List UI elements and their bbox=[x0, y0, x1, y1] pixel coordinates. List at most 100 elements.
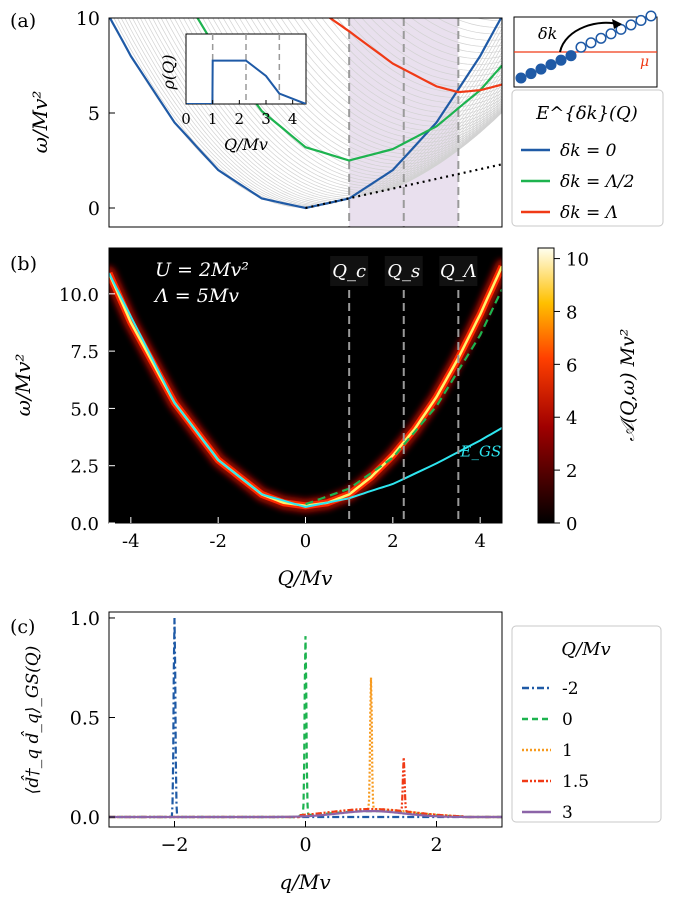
legend-label: δk = Λ/2 bbox=[560, 172, 634, 192]
ytick-label: 0.0 bbox=[70, 514, 99, 535]
ytick-label: 0.0 bbox=[70, 807, 100, 829]
occupied-state-dot bbox=[535, 63, 547, 75]
panel-b: -4 -2 0 2 4 0.0 2.5 5.0 7.5 10.0 Q/Mv ω/Mv² U = … bbox=[11, 247, 639, 590]
continuum-line bbox=[120, 18, 502, 208]
legend-frame bbox=[511, 89, 664, 227]
occupied-state-dot bbox=[515, 72, 527, 84]
panel-b-ylabel: ω/Mv² bbox=[11, 354, 35, 417]
occupied-state-dot bbox=[545, 59, 557, 71]
continuum-line bbox=[399, 18, 502, 53]
panel-c-series bbox=[109, 617, 502, 819]
continuum-line bbox=[207, 18, 502, 177]
inset-xtick-label: 4 bbox=[288, 110, 298, 128]
ytick-label: 1.0 bbox=[70, 608, 100, 630]
schematic-dk-label: δk bbox=[538, 24, 557, 43]
continuum-line bbox=[321, 18, 502, 103]
empty-state-dot bbox=[645, 10, 657, 22]
inset-xlabel: Q/Mv bbox=[224, 135, 268, 154]
continuum-line bbox=[370, 18, 502, 71]
legend-title: E^{δk}(Q) bbox=[535, 103, 638, 124]
inset-xtick-label: 2 bbox=[235, 110, 245, 128]
continuum-line bbox=[222, 18, 502, 168]
colorbar-ticks: 0 2 4 6 8 10 bbox=[554, 250, 589, 535]
ytick-label: 5 bbox=[88, 103, 100, 125]
legend-items: -2 0 1 1.5 3 bbox=[522, 679, 589, 823]
empty-state-dot bbox=[585, 37, 597, 49]
panel-c-xticks: −2 0 2 bbox=[160, 821, 443, 856]
colorbar-tick-label: 8 bbox=[566, 302, 577, 323]
colorbar-tick-label: 6 bbox=[566, 355, 577, 376]
continuum-line bbox=[217, 18, 502, 171]
ytick-label: 0 bbox=[88, 198, 100, 220]
legend-label: 1.5 bbox=[562, 772, 589, 792]
occupied-state-dot bbox=[565, 50, 577, 62]
inset-xtick-label: 3 bbox=[261, 110, 271, 128]
panel-label-c: (c) bbox=[10, 616, 35, 638]
panel-c-legend: Q/Mv -2 0 1 1.5 3 bbox=[511, 625, 662, 823]
xtick-label: 0 bbox=[300, 531, 311, 552]
continuum-line bbox=[307, 18, 502, 113]
continuum-line bbox=[410, 18, 502, 47]
annotation-lambda: Λ = 5Mv bbox=[153, 285, 239, 307]
continuum-line bbox=[329, 18, 502, 98]
legend-label: δk = 0 bbox=[560, 141, 617, 161]
colorbar-tick-label: 2 bbox=[566, 461, 577, 482]
panel-b-xlabel: Q/Mv bbox=[278, 566, 334, 590]
continuum-line bbox=[192, 18, 502, 185]
annotation-u: U = 2Mv² bbox=[155, 259, 249, 281]
continuum-line bbox=[336, 18, 502, 93]
colorbar-tick-label: 4 bbox=[566, 408, 577, 429]
continuum-line bbox=[228, 18, 502, 165]
vline-label: Q_c bbox=[332, 261, 366, 282]
inset-density-line bbox=[186, 59, 306, 104]
continuum-line bbox=[239, 18, 502, 158]
ytick-label: 7.5 bbox=[70, 342, 99, 363]
occupied-state-dot bbox=[555, 54, 567, 66]
vline-label: Q_Λ bbox=[440, 261, 477, 282]
continuum-line bbox=[197, 18, 502, 182]
dashed-green-curve bbox=[305, 288, 502, 506]
panel-c-xlabel: q/Mv bbox=[279, 870, 331, 894]
ytick-label: 10 bbox=[76, 8, 100, 30]
panel-a-vlines bbox=[348, 18, 460, 227]
continuum-line bbox=[202, 18, 502, 180]
legend-label: 3 bbox=[562, 803, 573, 823]
ytick-label: 10.0 bbox=[59, 285, 99, 306]
legend-label: 1 bbox=[562, 741, 573, 761]
panel-a-legend: E^{δk}(Q) δk = 0 δk = Λ/2 δk = Λ bbox=[511, 89, 664, 227]
continuum-line bbox=[300, 18, 502, 118]
xtick-label: -2 bbox=[209, 531, 227, 552]
vline-label-bg bbox=[384, 256, 423, 286]
panel-a-ylabel: ω/Mv² bbox=[28, 91, 52, 154]
legend-frame bbox=[511, 625, 662, 823]
schematic-mu-label: μ bbox=[640, 54, 649, 70]
xtick-label: -4 bbox=[122, 531, 140, 552]
panel-b-yticks: 0.0 2.5 5.0 7.5 10.0 bbox=[59, 285, 115, 535]
continuum-line bbox=[124, 18, 502, 208]
inset-xtick-label: 1 bbox=[208, 110, 218, 128]
colorbar-tick-label: 0 bbox=[566, 514, 577, 535]
xtick-label: −2 bbox=[160, 834, 188, 856]
vline-label: Q_s bbox=[387, 261, 420, 282]
panel-c-ylabel: ⟨d̂†_q d̂_q⟩_GS(Q) bbox=[21, 646, 43, 795]
ground-state-label: E_GS bbox=[460, 443, 502, 461]
legend-label: -2 bbox=[562, 679, 579, 699]
vline-label-bg bbox=[330, 256, 369, 286]
arrow-head-icon bbox=[612, 19, 622, 29]
panel-c-yticks: 0.0 0.5 1.0 bbox=[70, 608, 115, 829]
continuum-line bbox=[361, 18, 502, 77]
xtick-label: 0 bbox=[299, 834, 311, 856]
inset-xtick-label: 0 bbox=[181, 110, 191, 128]
empty-state-dot bbox=[575, 41, 587, 53]
panel-a-frame bbox=[108, 17, 503, 228]
continuum-line bbox=[389, 18, 502, 60]
xtick-label: 2 bbox=[430, 834, 442, 856]
panel-label-b: (b) bbox=[10, 253, 37, 275]
continuum-line bbox=[352, 18, 502, 82]
legend-label: 0 bbox=[562, 710, 573, 730]
ytick-label: 0.5 bbox=[70, 708, 100, 730]
empty-state-dot bbox=[595, 32, 607, 44]
empty-state-dot bbox=[635, 14, 647, 27]
